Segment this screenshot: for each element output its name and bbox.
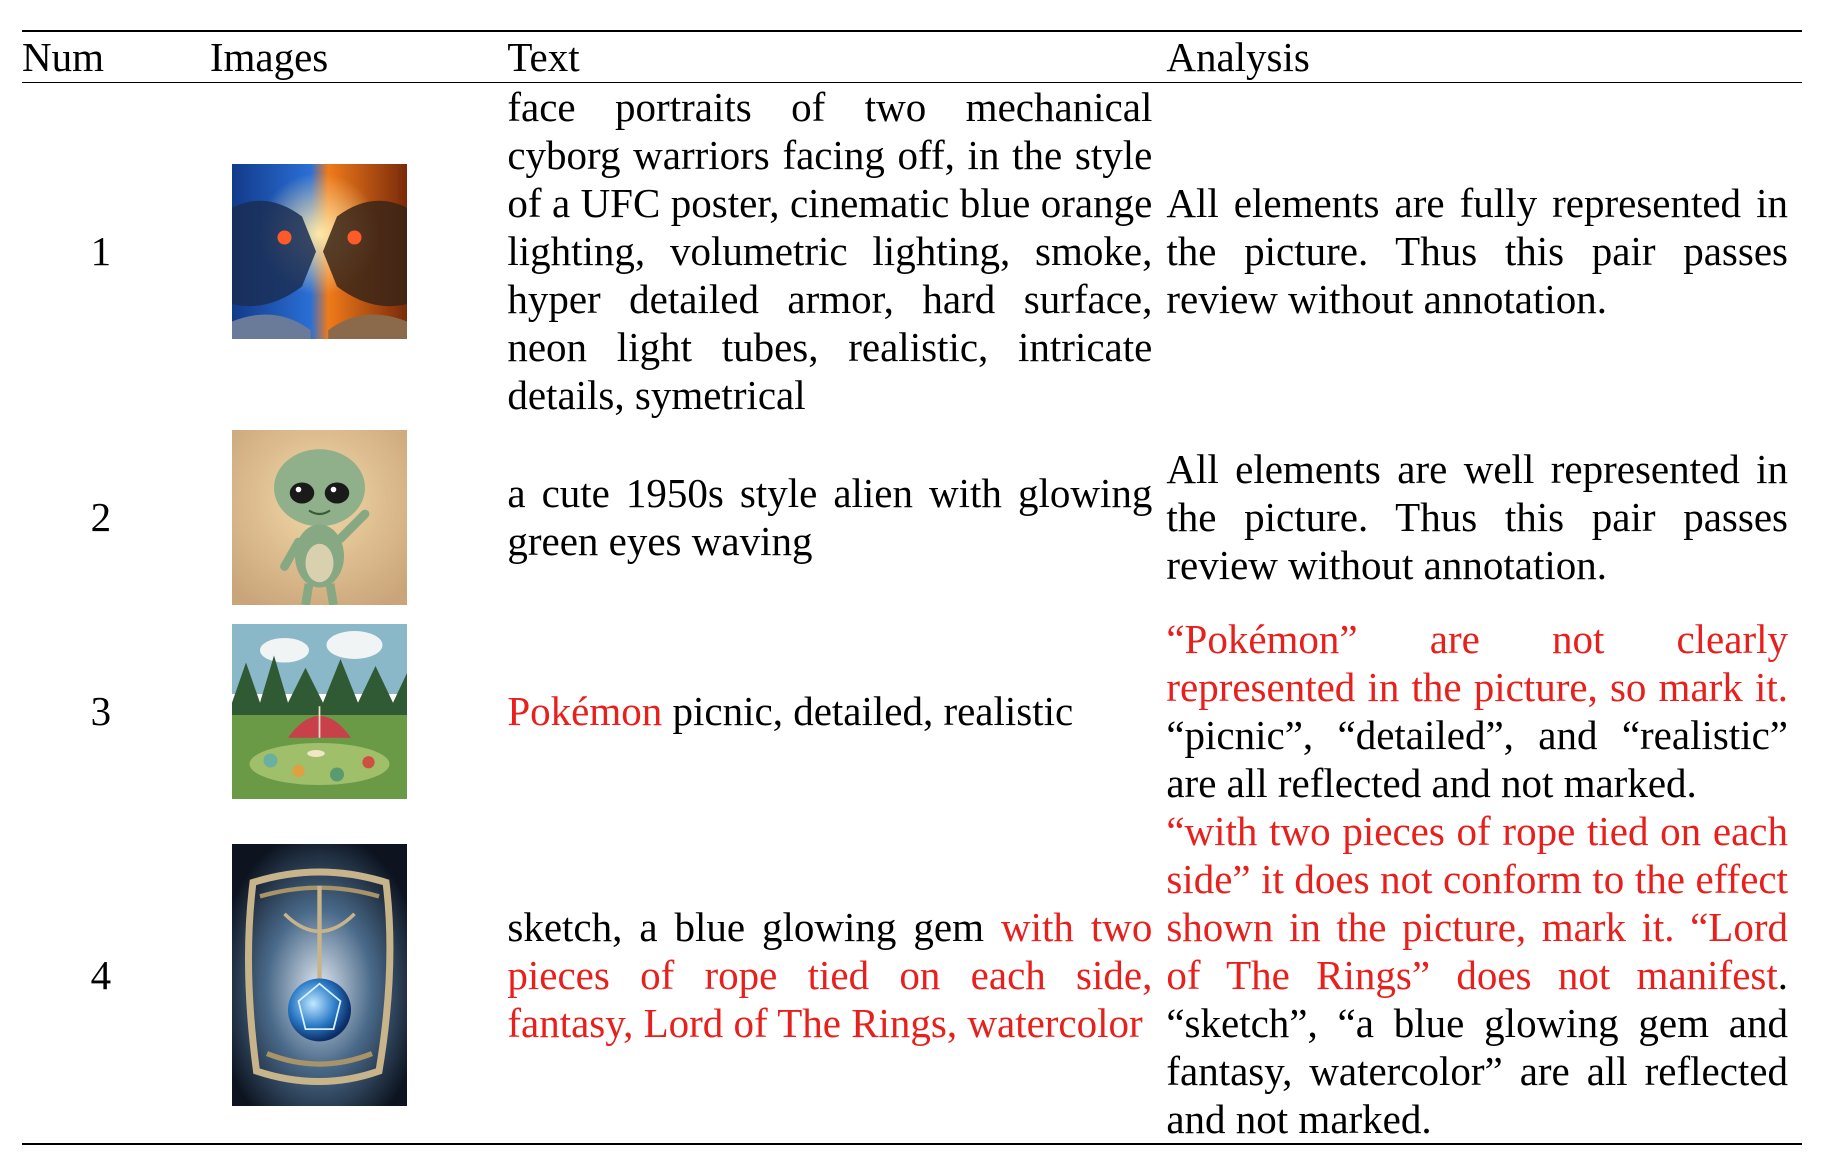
alien-image [231, 429, 407, 605]
highlighted-text: with two pieces of rope tied on each sid… [507, 904, 1153, 1046]
gem-image [231, 844, 407, 1106]
row-num: 4 [22, 807, 210, 1145]
header-images: Images [209, 30, 508, 83]
highlighted-text: “with two pieces of rope tied on each si… [1166, 808, 1788, 998]
row-analysis: “Pokémon” are not clearly represented in… [1166, 615, 1802, 807]
highlighted-text: “Pokémon” are not clearly represented in… [1166, 616, 1788, 710]
plain-text: sketch, a blue glowing gem [507, 904, 1001, 950]
header-num: Num [22, 30, 210, 83]
header-row: Num Images Text Analysis [22, 30, 1802, 83]
header-analysis: Analysis [1166, 30, 1802, 83]
picnic-image [231, 623, 407, 799]
plain-text: All elements are well represented in the… [1166, 446, 1788, 588]
row-analysis: “with two pieces of rope tied on each si… [1166, 807, 1802, 1145]
row-num: 2 [90, 494, 112, 540]
plain-text: “picnic”, “detailed”, and “realistic” ar… [1166, 712, 1788, 806]
plain-text: face portraits of two mechanical cyborg … [507, 84, 1153, 418]
table-row: 4 [22, 807, 1802, 1145]
plain-text: All elements are fully represented in th… [1166, 180, 1788, 322]
row-analysis: All elements are well represented in the… [1166, 419, 1802, 615]
row-num: 3 [90, 688, 112, 734]
row-text: face portraits of two mechanical cyborg … [507, 83, 1166, 420]
plain-text: picnic, detailed, realistic [662, 688, 1074, 734]
highlighted-text: Pokémon [507, 688, 663, 734]
plain-text: . “sketch”, “a blue glowing gem and fant… [1166, 952, 1788, 1142]
table-row: 1 [22, 83, 1802, 420]
row-num: 1 [90, 228, 112, 274]
row-text: Pokémon picnic, detailed, realistic [507, 615, 1166, 807]
plain-text: a cute 1950s style alien with glowing gr… [507, 470, 1153, 564]
row-text: sketch, a blue glowing gem with two piec… [507, 807, 1167, 1145]
table-row: 2 [22, 419, 1802, 615]
table-row: 3 [22, 615, 1802, 807]
row-text: a cute 1950s style alien with glowing gr… [507, 419, 1166, 615]
row-analysis: All elements are fully represented in th… [1166, 83, 1802, 420]
header-text: Text [507, 30, 1167, 83]
cyborg-warriors-image [231, 163, 407, 339]
review-table: Num Images Text Analysis 1 [22, 30, 1802, 1145]
